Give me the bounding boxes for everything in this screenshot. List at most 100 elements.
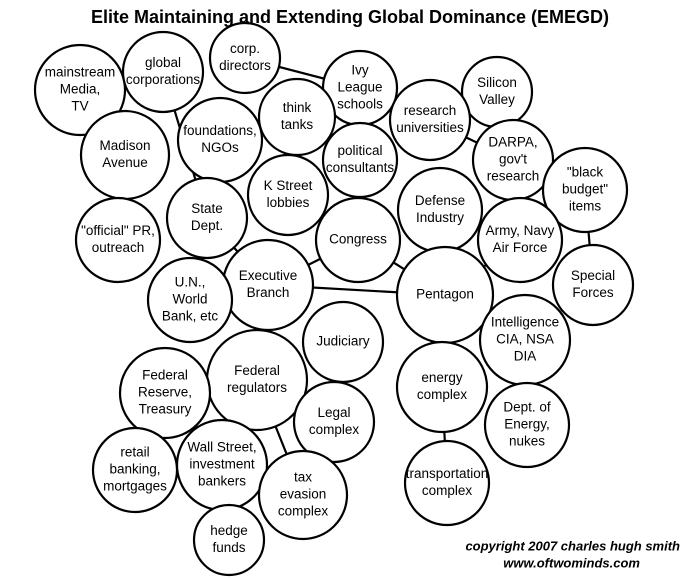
node: research universities — [388, 78, 472, 162]
node-label: Federal — [142, 368, 188, 383]
node: mainstream Media, TV — [33, 43, 127, 137]
node-label: transportation — [406, 466, 489, 481]
node-label: Media, — [60, 82, 101, 97]
node-label: Energy, — [504, 417, 550, 432]
node-label: NGOs — [201, 140, 239, 155]
node-label: complex — [278, 504, 329, 519]
node-label: Wall Street, — [187, 440, 256, 455]
node-label: CIA, NSA — [496, 332, 554, 347]
node-label: Ivy — [351, 63, 369, 78]
node-circle — [388, 78, 472, 162]
node-label: budget" — [562, 182, 608, 197]
node-label: Dept. — [191, 218, 223, 233]
node-label: think — [283, 100, 312, 115]
node: foundations, NGOs — [176, 96, 264, 184]
node: Defense Industry — [396, 166, 484, 254]
node-label: energy — [421, 370, 463, 385]
node-label: retail — [120, 445, 149, 460]
node: Silicon Valley — [460, 55, 534, 129]
node-circle — [476, 196, 564, 284]
node-circle — [403, 439, 491, 527]
node: corp. directors — [208, 21, 282, 95]
node-circle — [208, 21, 282, 95]
node-label: Treasury — [139, 402, 192, 417]
node: Legal complex — [292, 380, 376, 464]
node-label: global — [145, 55, 181, 70]
node-label: "official" PR, — [81, 223, 155, 238]
node: hedge funds — [192, 503, 266, 577]
node: transportation complex — [403, 439, 491, 527]
node: global corporations — [121, 30, 205, 114]
website: www.oftwominds.com — [503, 555, 640, 570]
node: Executive Branch — [221, 238, 315, 332]
node-label: Industry — [416, 210, 464, 225]
node: Federal Reserve, Treasury — [118, 346, 212, 440]
node-label: regulators — [227, 380, 287, 395]
node-label: Dept. of — [503, 400, 551, 415]
node-label: DIA — [514, 349, 537, 364]
node-label: mainstream — [45, 65, 116, 80]
nodes: mainstream Media, TV global corporations corp… — [33, 21, 635, 577]
node-label: political — [337, 143, 382, 158]
node: DARPA, gov't research — [471, 118, 555, 202]
node: Federal regulators — [205, 328, 309, 432]
node: think tanks — [257, 77, 337, 157]
node-label: lobbies — [267, 195, 310, 210]
node: Intelligence CIA, NSA DIA — [478, 293, 572, 387]
title: Elite Maintaining and Extending Global D… — [91, 7, 609, 27]
node-label: corp. — [230, 41, 260, 56]
node: Congress — [314, 196, 402, 284]
node-label: investment — [189, 457, 255, 472]
node-label: consultants — [326, 160, 395, 175]
node-label: funds — [212, 540, 245, 555]
node-label: complex — [417, 387, 468, 402]
node-circle — [146, 256, 234, 344]
node-label: nukes — [509, 434, 545, 449]
node-circle — [165, 176, 249, 260]
node-circle — [551, 243, 635, 327]
node: tax evasion complex — [257, 449, 349, 541]
node-label: evasion — [280, 487, 327, 502]
node-label: Air Force — [493, 240, 548, 255]
node-label: Judiciary — [316, 334, 370, 349]
node-label: Federal — [234, 363, 280, 378]
node-label: banking, — [109, 462, 160, 477]
node-label: Reserve, — [138, 385, 192, 400]
node-circle — [395, 340, 489, 434]
node-label: items — [569, 199, 602, 214]
node: Pentagon — [395, 245, 495, 345]
node-label: tax — [294, 470, 312, 485]
node-circle — [257, 449, 349, 541]
node-label: foundations, — [183, 123, 257, 138]
node-label: complex — [422, 483, 473, 498]
node-label: research — [487, 169, 540, 184]
node-label: Madison — [99, 138, 150, 153]
node-label: Bank, etc — [162, 309, 219, 324]
node-circle — [483, 381, 571, 469]
node-circle — [33, 43, 127, 137]
node: U.N., World Bank, etc — [146, 256, 234, 344]
node-circle — [118, 346, 212, 440]
node: Dept. of Energy, nukes — [483, 381, 571, 469]
node-label: Branch — [247, 285, 290, 300]
node-label: outreach — [92, 240, 145, 255]
node-label: hedge — [210, 523, 248, 538]
node-circle — [246, 153, 330, 237]
node-label: Defense — [415, 193, 465, 208]
node-circle — [541, 146, 629, 234]
node-label: League — [337, 80, 382, 95]
node-label: Congress — [329, 232, 387, 247]
node: State Dept. — [165, 176, 249, 260]
node: energy complex — [395, 340, 489, 434]
node-label: Special — [571, 268, 615, 283]
node-label: TV — [71, 99, 88, 114]
node: K Street lobbies — [246, 153, 330, 237]
node-label: U.N., — [175, 275, 206, 290]
node-label: Executive — [239, 268, 298, 283]
node-label: Avenue — [102, 155, 148, 170]
node-label: corporations — [126, 72, 201, 87]
node: Judiciary — [301, 300, 385, 384]
node-circle — [292, 380, 376, 464]
node-label: schools — [337, 97, 383, 112]
